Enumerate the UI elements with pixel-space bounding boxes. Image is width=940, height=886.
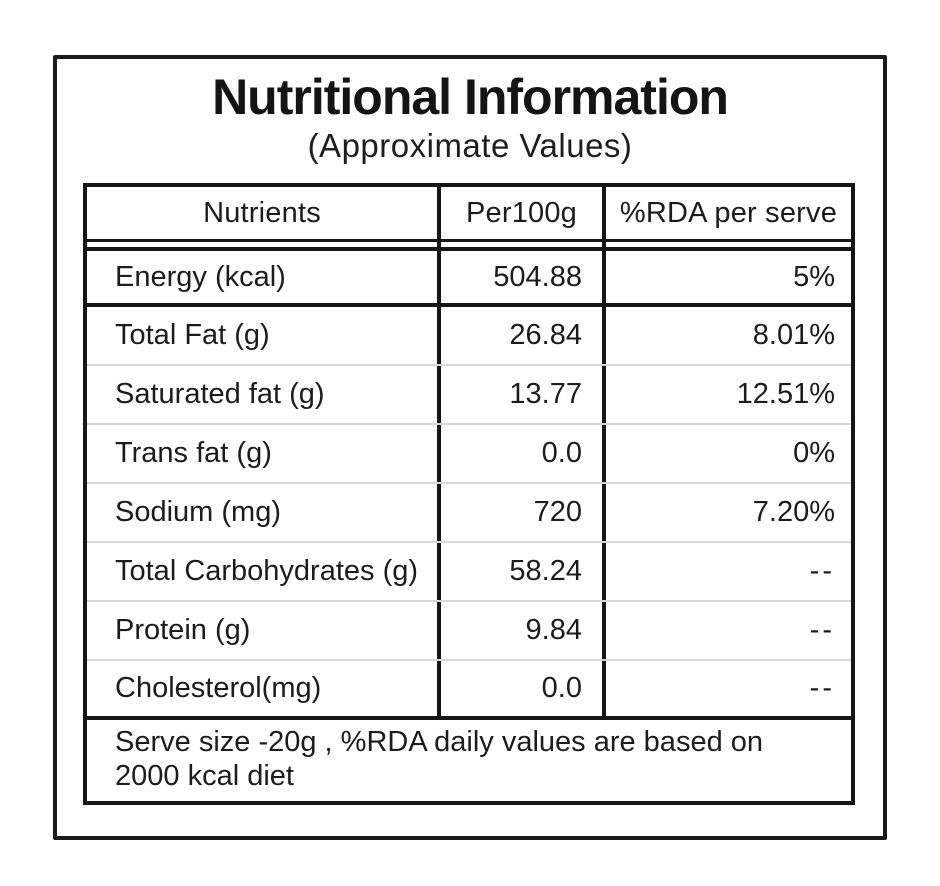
rda-value-cell: 7.20% xyxy=(602,484,851,541)
per100g-value-cell: 58.24 xyxy=(437,543,602,600)
title-block: Nutritional Information (Approximate Val… xyxy=(57,67,883,165)
per100g-value-cell: 26.84 xyxy=(437,307,602,364)
rda-value-cell: 12.51% xyxy=(602,366,851,423)
rda-value-cell: 5% xyxy=(602,251,851,303)
nutrient-name-cell: Energy (kcal) xyxy=(115,260,286,293)
header-divider-gap xyxy=(87,242,851,251)
per100g-value-cell: 504.88 xyxy=(437,251,602,303)
nutrition-label-frame: Nutritional Information (Approximate Val… xyxy=(53,55,887,840)
table-row-total-carbohydrates: Total Carbohydrates (g) 58.24 -- xyxy=(87,543,851,602)
table-row-saturated-fat: Saturated fat (g) 13.77 12.51% xyxy=(87,366,851,425)
header-rda-per-serve: %RDA per serve xyxy=(602,187,851,239)
per100g-value-cell: 9.84 xyxy=(437,602,602,659)
subtitle: (Approximate Values) xyxy=(307,127,633,164)
table-row-trans-fat: Trans fat (g) 0.0 0% xyxy=(87,425,851,484)
table-header-row: Nutrients Per100g %RDA per serve xyxy=(87,187,851,242)
header-nutrients: Nutrients xyxy=(203,196,321,229)
per100g-value-cell: 720 xyxy=(437,484,602,541)
nutrient-name-cell: Sodium (mg) xyxy=(115,496,281,528)
rda-value-cell: 8.01% xyxy=(602,307,851,364)
rda-value-cell: 0% xyxy=(602,425,851,482)
nutrient-name-cell: Total Carbohydrates (g) xyxy=(115,555,419,587)
table-row-total-fat: Total Fat (g) 26.84 8.01% xyxy=(87,307,851,366)
table-row-energy: Energy (kcal) 504.88 5% xyxy=(87,251,851,307)
footnote: Serve size -20g , %RDA daily values are … xyxy=(87,720,851,801)
page-title: Nutritional Information xyxy=(212,69,729,125)
nutrition-table: Nutrients Per100g %RDA per serve Energy … xyxy=(83,183,855,805)
per100g-value-cell: 13.77 xyxy=(437,366,602,423)
footnote-line-2: 2000 kcal diet xyxy=(115,760,294,792)
rda-value-cell: -- xyxy=(602,661,851,716)
table-row-sodium: Sodium (mg) 720 7.20% xyxy=(87,484,851,543)
table-row-protein: Protein (g) 9.84 -- xyxy=(87,602,851,661)
per100g-value-cell: 0.0 xyxy=(437,661,602,716)
rda-value-cell: -- xyxy=(602,602,851,659)
nutrient-name-cell: Cholesterol(mg) xyxy=(115,672,322,704)
nutrient-name-cell: Total Fat (g) xyxy=(115,319,270,351)
nutrient-name-cell: Protein (g) xyxy=(115,614,251,646)
table-row-cholesterol: Cholesterol(mg) 0.0 -- xyxy=(87,661,851,720)
nutrient-name-cell: Saturated fat (g) xyxy=(115,378,325,410)
footnote-line-1: Serve size -20g , %RDA daily values are … xyxy=(115,726,764,758)
rda-value-cell: -- xyxy=(602,543,851,600)
nutrient-name-cell: Trans fat (g) xyxy=(115,437,272,469)
header-per100g: Per100g xyxy=(437,187,602,239)
per100g-value-cell: 0.0 xyxy=(437,425,602,482)
